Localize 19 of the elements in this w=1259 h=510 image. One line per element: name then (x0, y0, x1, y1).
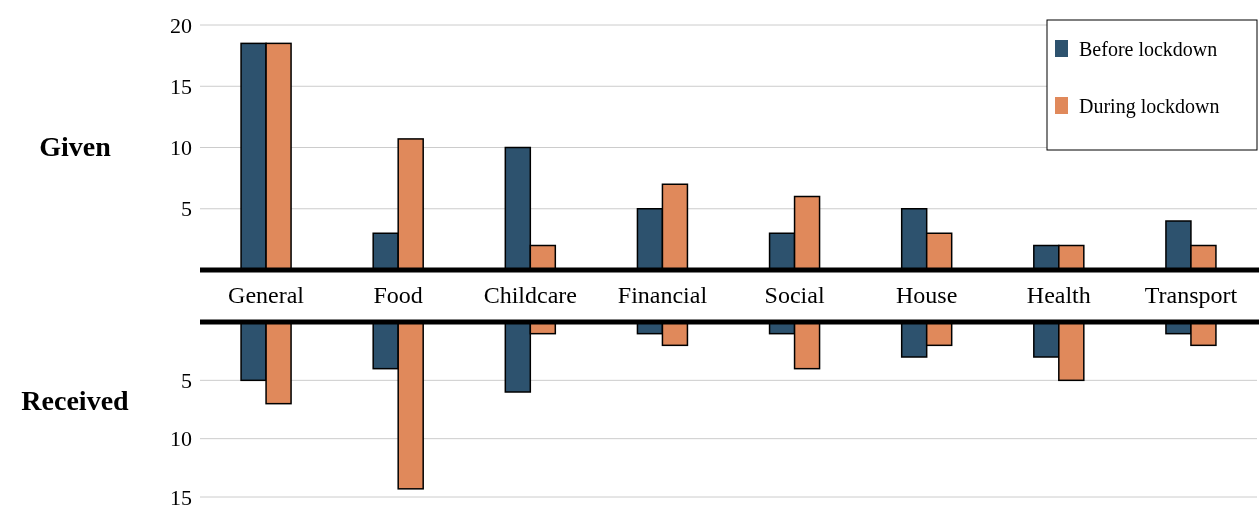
x-tick-label: House (896, 282, 958, 308)
legend-label: Before lockdown (1079, 38, 1218, 60)
x-tick-label: Financial (617, 282, 708, 308)
x-tick-label: Food (373, 282, 423, 308)
x-tick-label: Transport (1144, 282, 1238, 308)
y-tick-label: 10 (170, 135, 192, 161)
legend-label: During lockdown (1079, 95, 1220, 118)
y-tick-label: 5 (181, 367, 192, 393)
y-tick-label: 10 (170, 426, 192, 452)
y-axis-title: Given (39, 130, 112, 162)
x-tick-label: General (228, 282, 305, 308)
y-tick-label: 15 (170, 73, 192, 99)
y-tick-label: 15 (170, 484, 192, 510)
y-tick-label: 5 (181, 196, 192, 222)
x-tick-label: Childcare (483, 282, 577, 308)
x-tick-label: Health (1026, 282, 1091, 308)
x-tick-label: Social (764, 282, 825, 308)
y-tick-label: 20 (170, 12, 192, 38)
y-axis-title: Received (21, 384, 130, 416)
